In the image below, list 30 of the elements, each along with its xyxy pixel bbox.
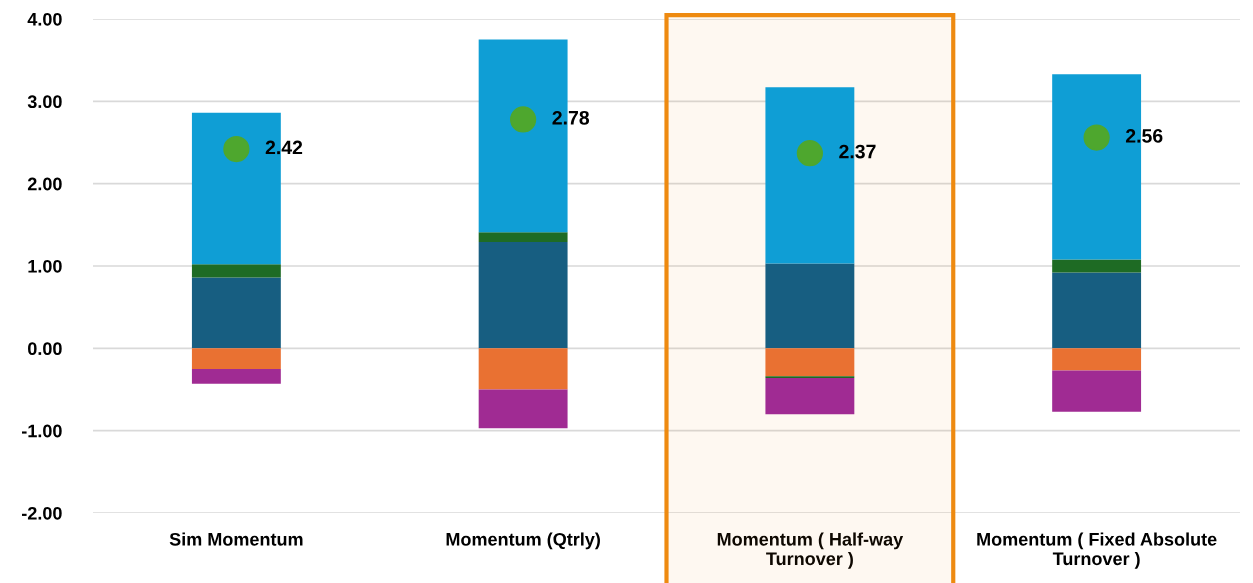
point <box>510 106 537 133</box>
point <box>796 140 823 167</box>
bar <box>478 348 568 390</box>
bar <box>191 264 281 278</box>
y-tick-label: 0.00 <box>28 342 62 356</box>
y-tick-label: -1.00 <box>22 424 62 438</box>
y-tick-label: 4.00 <box>27 12 62 26</box>
x-tick-label: Momentum ( Half-way Turnover ) <box>717 532 904 569</box>
bar <box>765 348 855 377</box>
point <box>223 135 250 163</box>
bar <box>191 348 281 369</box>
y-tick-label: 1.00 <box>28 259 62 273</box>
bar <box>1052 348 1142 371</box>
bar <box>478 389 568 429</box>
x-tick-label: Momentum (Qtrly) <box>446 532 600 550</box>
bar <box>191 368 281 384</box>
point <box>1083 124 1110 151</box>
bar <box>1052 370 1142 412</box>
bar <box>765 377 855 415</box>
bar <box>1052 272 1142 349</box>
y-tick-label: -2.00 <box>22 506 62 520</box>
bar <box>1052 259 1142 273</box>
x-tick-label: Momentum ( Fixed Absolute Turnover ) <box>977 532 1217 569</box>
x-tick-label: Sim Momentum <box>169 532 303 546</box>
y-tick-label: 3.00 <box>27 95 62 109</box>
bar <box>765 263 855 349</box>
bar <box>478 232 568 243</box>
bar <box>191 277 281 349</box>
y-tick-label: 2.00 <box>27 177 62 191</box>
bar <box>478 242 568 349</box>
